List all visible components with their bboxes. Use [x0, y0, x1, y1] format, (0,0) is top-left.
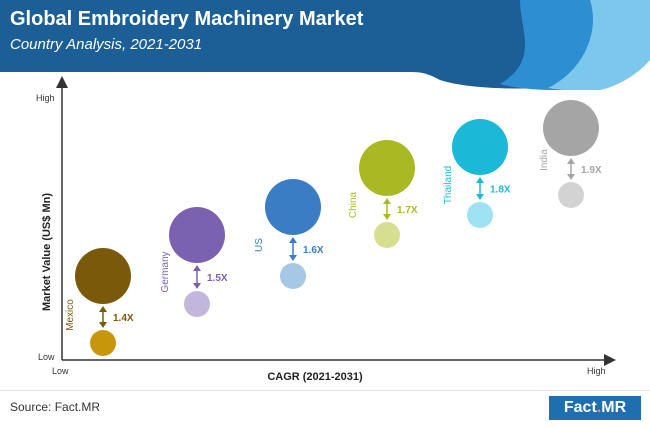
y-axis-low-label: Low [38, 352, 55, 362]
y-axis-high-label: High [36, 93, 55, 103]
y-axis-title: Market Value (US$ Mn) [41, 193, 53, 311]
bubble-thailand-2031 [452, 119, 508, 175]
growth-arrow-head-up-us [289, 237, 297, 243]
country-label-china: China [348, 192, 359, 219]
page-subtitle: Country Analysis, 2021-2031 [10, 36, 203, 53]
bubble-china-2031 [359, 140, 415, 196]
header-background [0, 0, 650, 90]
growth-arrow-head-down-india [567, 174, 575, 180]
multiplier-label-china: 1.7X [397, 205, 418, 216]
source-label: Source: Fact.MR [10, 400, 101, 414]
logo-text-left: Fact [563, 399, 597, 416]
growth-arrow-head-up-india [567, 158, 575, 164]
multiplier-label-thailand: 1.8X [490, 185, 511, 196]
bubble-chart: Low High Low High CAGR (2021-2031) Market Val… [36, 76, 616, 383]
bubble-us-2031 [265, 179, 321, 235]
multiplier-label-germany: 1.5X [207, 273, 228, 284]
logo-text-right: MR [601, 399, 627, 416]
bubble-us-2021 [280, 263, 306, 289]
growth-arrow-head-down-thailand [476, 194, 484, 200]
bubble-germany-2021 [184, 291, 210, 317]
country-label-germany: Germany [160, 251, 171, 292]
multiplier-label-mexico: 1.4X [113, 313, 134, 324]
factmr-logo: Fact. MR [549, 396, 641, 420]
growth-arrow-head-down-us [289, 255, 297, 261]
country-label-us: US [254, 238, 265, 252]
country-label-thailand: Thailand [443, 166, 454, 204]
x-axis-low-label: Low [52, 366, 69, 376]
page-title: Global Embroidery Machinery Market [10, 8, 364, 30]
bubble-india-2021 [558, 182, 584, 208]
country-label-mexico: Mexico [65, 299, 76, 331]
x-axis-title: CAGR (2021-2031) [267, 371, 363, 383]
country-label-india: India [539, 149, 550, 171]
x-axis-high-label: High [587, 366, 606, 376]
growth-arrow-head-up-thailand [476, 177, 484, 183]
growth-arrow-head-down-mexico [99, 322, 107, 328]
growth-arrow-head-down-germany [193, 283, 201, 289]
bubble-mexico-2021 [90, 330, 116, 356]
growth-arrow-head-up-germany [193, 265, 201, 271]
footer-divider [0, 390, 650, 391]
multiplier-label-us: 1.6X [303, 245, 324, 256]
bubble-china-2021 [374, 222, 400, 248]
bubble-thailand-2021 [467, 202, 493, 228]
bubble-germany-2031 [169, 207, 225, 263]
growth-arrow-head-down-china [383, 214, 391, 220]
multiplier-label-india: 1.9X [581, 165, 602, 176]
growth-arrow-head-up-mexico [99, 306, 107, 312]
growth-arrow-head-up-china [383, 198, 391, 204]
logo-dot: . [596, 399, 602, 416]
bubble-india-2031 [543, 100, 599, 156]
bubble-mexico-2031 [75, 248, 131, 304]
header-banner: Global Embroidery Machinery Market Count… [0, 0, 650, 90]
